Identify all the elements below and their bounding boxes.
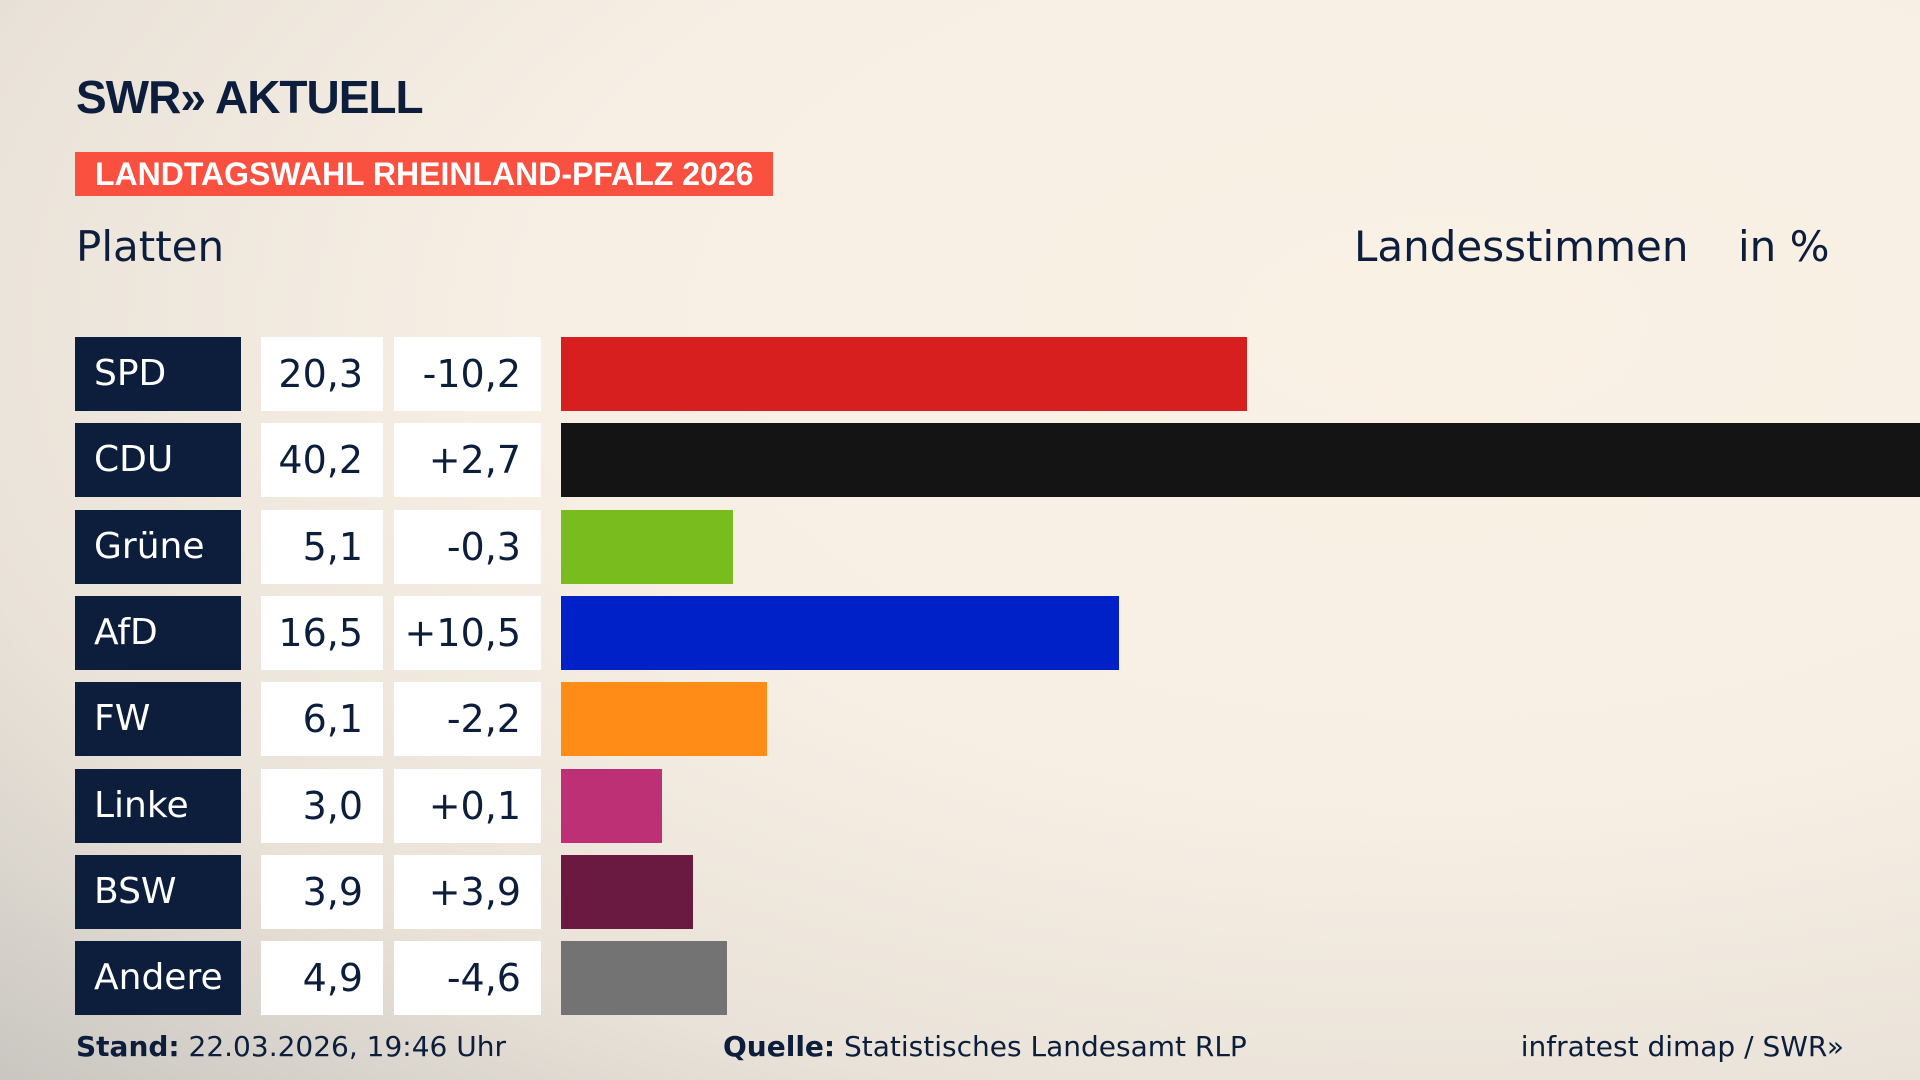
diff-label: +0,1 — [394, 768, 541, 843]
source-value: Statistisches Landesamt RLP — [844, 1030, 1247, 1063]
value-label: 3,0 — [261, 768, 383, 843]
bar-cdu — [561, 423, 1920, 498]
bar-spd — [561, 337, 1248, 411]
diff-label: -4,6 — [394, 941, 541, 1016]
diff-label: -2,2 — [394, 682, 541, 757]
value-label: 6,1 — [261, 682, 383, 757]
stand-label: Stand: — [76, 1030, 180, 1063]
party-label: AfD — [75, 595, 241, 670]
unit-label: in % — [1738, 222, 1830, 271]
bar-linke — [561, 768, 663, 843]
party-label: Andere — [75, 941, 241, 1016]
value-label: 40,2 — [261, 423, 383, 498]
bar-afd — [561, 595, 1119, 670]
timestamp: Stand: 22.03.2026, 19:46 Uhr — [76, 1030, 506, 1063]
diff-label: +3,9 — [394, 854, 541, 929]
bar-grüne — [561, 509, 734, 584]
bar-fw — [561, 682, 768, 757]
party-label: SPD — [75, 337, 241, 411]
bar-andere — [561, 941, 727, 1016]
party-label: FW — [75, 682, 241, 757]
bar-bsw — [561, 854, 693, 929]
diff-label: -10,2 — [394, 337, 541, 411]
value-label: 20,3 — [261, 337, 383, 411]
value-label: 4,9 — [261, 941, 383, 1016]
party-label: CDU — [75, 423, 241, 498]
election-banner: LANDTAGSWAHL RHEINLAND-PFALZ 2026 — [75, 152, 774, 196]
party-label: BSW — [75, 854, 241, 929]
value-label: 5,1 — [261, 509, 383, 584]
value-label: 16,5 — [261, 595, 383, 670]
source-label: Quelle: — [723, 1030, 836, 1063]
value-label: 3,9 — [261, 854, 383, 929]
party-label: Linke — [75, 768, 241, 843]
vote-type-label: Landesstimmen — [1354, 222, 1689, 271]
diff-label: +10,5 — [394, 595, 541, 670]
swr-aktuell-logo: SWR» AKTUELL — [76, 71, 424, 123]
party-label: Grüne — [75, 509, 241, 584]
source: Quelle: Statistisches Landesamt RLP — [723, 1030, 1247, 1063]
credit: infratest dimap / SWR» — [1520, 1030, 1844, 1063]
stand-value: 22.03.2026, 19:46 Uhr — [188, 1030, 506, 1063]
region-title: Platten — [76, 222, 225, 271]
diff-label: -0,3 — [394, 509, 541, 584]
diff-label: +2,7 — [394, 423, 541, 498]
